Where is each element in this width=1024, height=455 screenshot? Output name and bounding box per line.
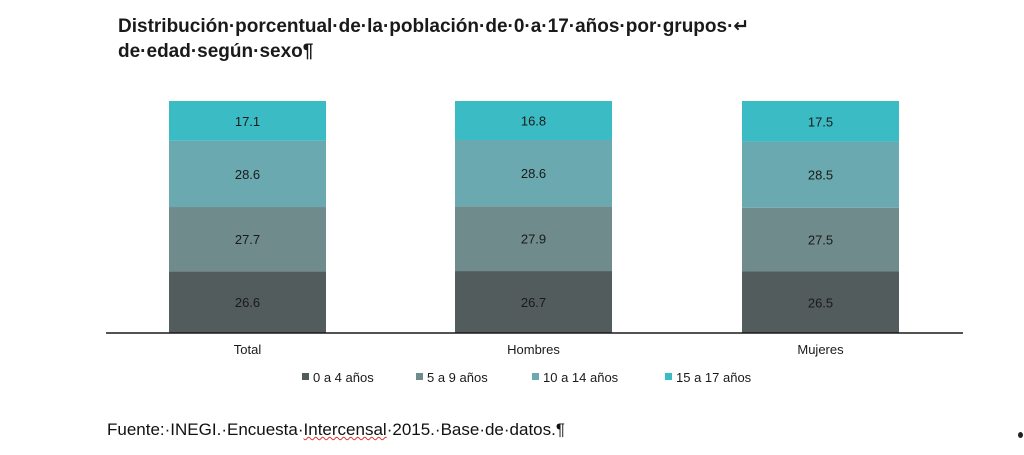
data-label-2-2: 28.5 (808, 168, 833, 183)
bar-segment-0-3 (169, 101, 326, 141)
category-label-1: Hombres (507, 342, 560, 357)
legend-swatch-1 (416, 373, 423, 380)
bar-segment-1-3 (455, 101, 612, 140)
data-label-1-0: 26.7 (521, 295, 546, 310)
legend-label-0: 0 a 4 años (313, 370, 374, 385)
data-label-0-1: 27.7 (235, 232, 260, 247)
data-label-1-2: 28.6 (521, 166, 546, 181)
category-label-2: Mujeres (797, 342, 844, 357)
bar-segment-2-2 (742, 141, 899, 208)
source-underlined-word: Intercensal (303, 420, 387, 439)
data-label-0-2: 28.6 (235, 167, 260, 182)
chart-title-line-1: Distribución·porcentual·de·la·población·… (118, 16, 750, 37)
stray-dot (1018, 432, 1023, 438)
data-label-1-3: 16.8 (521, 113, 546, 128)
legend-swatch-3 (665, 373, 672, 380)
data-label-0-3: 17.1 (235, 114, 260, 129)
data-label-1-1: 27.9 (521, 232, 546, 247)
legend-label-2: 10 a 14 años (543, 370, 619, 385)
legend-swatch-2 (532, 373, 539, 380)
source-suffix: ·2015.·Base·de·datos.¶ (386, 420, 565, 439)
bar-segment-0-2 (169, 140, 326, 208)
bar-segment-1-0 (455, 271, 612, 333)
legend-label-1: 5 a 9 años (427, 370, 488, 385)
source-note: Fuente:·INEGI.·Encuesta·Intercensal·2015… (107, 420, 565, 440)
legend-label-3: 15 a 17 años (676, 370, 752, 385)
bar-segment-1-1 (455, 206, 612, 272)
data-label-2-1: 27.5 (808, 233, 833, 248)
data-label-0-0: 26.6 (235, 295, 260, 310)
legend-swatch-0 (302, 373, 309, 380)
chart-title-line-2: de·edad·según·sexo¶ (118, 41, 314, 62)
bar-segment-2-1 (742, 207, 899, 272)
chart-title: Distribución·porcentual·de·la·población·… (118, 14, 838, 64)
data-label-2-0: 26.5 (808, 295, 833, 310)
category-label-0: Total (234, 342, 262, 357)
bar-segment-0-0 (169, 271, 326, 333)
source-prefix: Fuente:·INEGI.·Encuesta· (107, 420, 304, 439)
bar-segment-2-0 (742, 271, 899, 333)
bar-segment-0-1 (169, 207, 326, 272)
bar-segment-1-2 (455, 139, 612, 207)
data-label-2-3: 17.5 (808, 114, 833, 129)
bar-segment-2-3 (742, 101, 899, 142)
